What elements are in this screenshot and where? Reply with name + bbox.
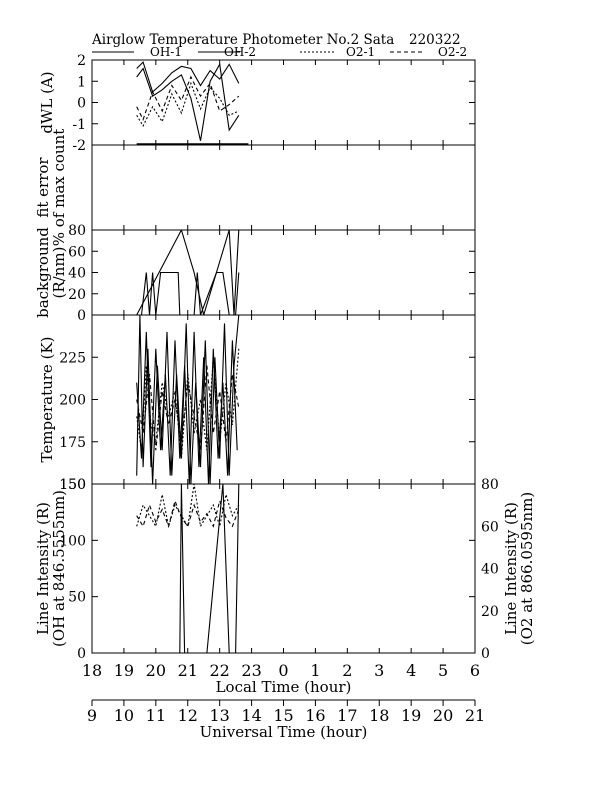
ytick-label-temp: 225 bbox=[59, 350, 86, 366]
xtick-ut-label: 18 bbox=[369, 706, 389, 725]
xtick-local-label: 23 bbox=[241, 661, 261, 680]
xtick-ut-label: 14 bbox=[241, 706, 261, 725]
chart-date: 220322 bbox=[409, 32, 461, 48]
xtick-local-label: 22 bbox=[209, 661, 229, 680]
panel-dwl: -2 -1 0 1 2 dWL (A) bbox=[38, 53, 476, 154]
xtick-local-label: 5 bbox=[438, 661, 448, 680]
xtick-local-label: 18 bbox=[82, 661, 102, 680]
ytick-label-bg: 60 bbox=[68, 244, 86, 260]
ylabel-fit-1: % of max count bbox=[50, 129, 68, 247]
ytick-right-label-int: 0 bbox=[481, 646, 490, 662]
series-int-o2-1 bbox=[136, 484, 240, 528]
ytick-label-int: 100 bbox=[59, 533, 86, 549]
series-bg-oh-1 bbox=[136, 271, 240, 315]
xtick-ut-label: 13 bbox=[209, 706, 229, 725]
panel-frame-int bbox=[91, 483, 476, 654]
ylabel-dwl-0: dWL (A) bbox=[38, 71, 56, 133]
series-group-int bbox=[136, 484, 240, 653]
ytick-label-bg: 20 bbox=[68, 287, 86, 303]
chart-title: Airglow Temperature Photometer No.2 Sata bbox=[91, 32, 394, 48]
legend-label-oh-2: OH-2 bbox=[224, 45, 256, 59]
panel-fit: fit error% of max count bbox=[34, 129, 476, 247]
xtick-ut-label: 16 bbox=[305, 706, 325, 725]
series-dwl-o2-2 bbox=[136, 75, 240, 121]
ylabel-int-0: Line Intensity (R) bbox=[34, 502, 52, 635]
ylabel-bg-1: (R/nm) bbox=[50, 247, 68, 299]
ytick-label-int: 0 bbox=[77, 646, 86, 662]
legend: OH-1 OH-2 O2-1 O2-2 bbox=[92, 45, 467, 59]
ytick-right-label-int: 20 bbox=[481, 604, 499, 620]
xtick-local-label: 2 bbox=[342, 661, 352, 680]
ytick-label-temp: 200 bbox=[59, 393, 86, 409]
series-dwl-oh-2 bbox=[136, 62, 240, 141]
xlabel-ut: Universal Time (hour) bbox=[200, 723, 368, 741]
xtick-ut-label: 11 bbox=[146, 706, 166, 725]
xtick-ut-label: 12 bbox=[178, 706, 198, 725]
xtick-local-label: 6 bbox=[470, 661, 480, 680]
ytick-label-temp: 175 bbox=[59, 435, 86, 451]
legend-label-o2-1: O2-1 bbox=[346, 45, 375, 59]
panel-frame-fit bbox=[91, 144, 476, 231]
ytick-right-label-int: 60 bbox=[481, 519, 499, 535]
xtick-local-label: 20 bbox=[146, 661, 166, 680]
panel-frame-dwl bbox=[91, 59, 476, 146]
ytick-label-dwl: 1 bbox=[77, 74, 86, 90]
series-group-temp bbox=[136, 315, 240, 484]
ytick-label-dwl: -1 bbox=[72, 117, 86, 133]
ylabel-right-int-1: (O2 at 866.0595nm) bbox=[518, 492, 536, 646]
xtick-ut-label: 15 bbox=[273, 706, 293, 725]
ylabel-right-int-0: Line Intensity (R) bbox=[502, 502, 520, 635]
ytick-label-bg: 40 bbox=[68, 266, 86, 282]
series-group-dwl bbox=[136, 61, 249, 145]
xtick-local-label: 21 bbox=[178, 661, 198, 680]
ytick-label-temp: 150 bbox=[59, 477, 86, 493]
xtick-local-label: 3 bbox=[374, 661, 384, 680]
xtick-ut-label: 20 bbox=[433, 706, 453, 725]
xtick-local-label: 4 bbox=[406, 661, 416, 680]
ytick-label-dwl: 2 bbox=[77, 53, 86, 69]
ylabel-int-1: (OH at 846.5555nm) bbox=[50, 490, 68, 647]
xtick-local-label: 19 bbox=[114, 661, 134, 680]
ytick-label-int: 150 bbox=[59, 477, 86, 493]
xtick-ut-label: 21 bbox=[465, 706, 485, 725]
panel-bg: 0 20 40 60 80 background(R/nm) bbox=[34, 223, 476, 324]
legend-label-oh-1: OH-1 bbox=[150, 45, 182, 59]
ytick-label-bg: 80 bbox=[68, 223, 86, 239]
ylabel-temp-0: Temperature (K) bbox=[38, 337, 56, 463]
series-temp-oh-2 bbox=[136, 331, 238, 484]
legend-label-o2-2: O2-2 bbox=[438, 45, 467, 59]
ylabel-fit-0: fit error bbox=[34, 157, 52, 218]
xtick-local-label: 1 bbox=[310, 661, 320, 680]
xtick-ut-label: 19 bbox=[401, 706, 421, 725]
xtick-ut-label: 10 bbox=[114, 706, 134, 725]
xlabel-local: Local Time (hour) bbox=[216, 678, 352, 696]
xtick-ut-label: 17 bbox=[337, 706, 357, 725]
series-bg-oh-2 bbox=[136, 230, 240, 315]
ytick-label-bg: 0 bbox=[77, 308, 86, 324]
ytick-right-label-int: 80 bbox=[481, 477, 499, 493]
series-temp-o2-2 bbox=[136, 365, 240, 451]
ytick-label-dwl: -2 bbox=[72, 138, 86, 154]
xtick-ut-label: 9 bbox=[87, 706, 97, 725]
xtick-local-label: 0 bbox=[278, 661, 288, 680]
series-group-bg bbox=[136, 230, 242, 315]
series-dwl-o2-1 bbox=[136, 81, 240, 128]
ytick-label-int: 50 bbox=[68, 590, 86, 606]
ytick-label-dwl: 0 bbox=[77, 96, 86, 112]
panel-frame-bg bbox=[91, 229, 476, 316]
ylabel-bg-0: background bbox=[34, 227, 52, 318]
ytick-right-label-int: 40 bbox=[481, 562, 499, 578]
